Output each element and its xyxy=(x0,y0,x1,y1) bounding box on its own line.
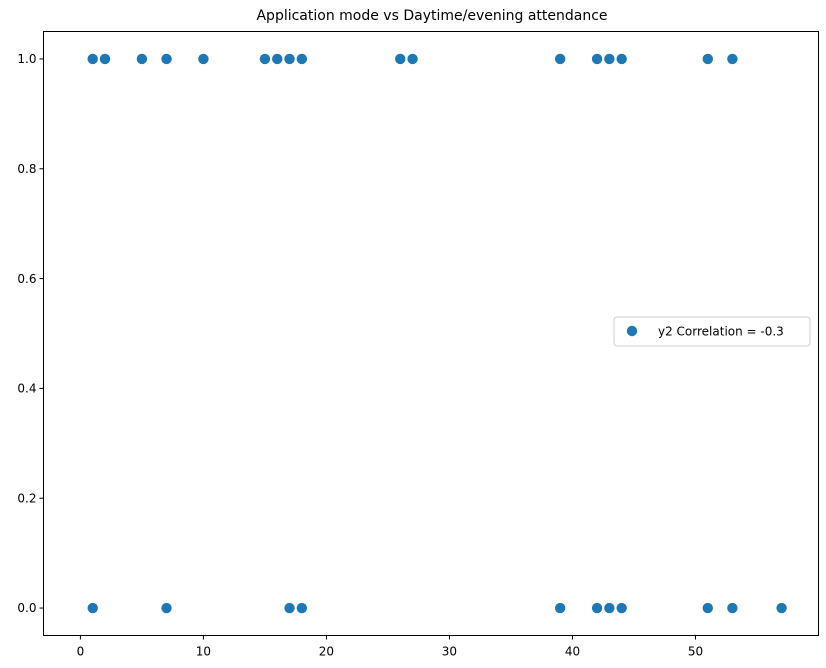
scatter-point xyxy=(136,53,148,65)
scatter-point xyxy=(161,53,172,65)
x-tick-label: 30 xyxy=(442,645,457,659)
scatter-point xyxy=(99,53,111,65)
scatter-point xyxy=(591,53,603,65)
scatter-point xyxy=(284,53,295,65)
scatter-point xyxy=(604,53,615,65)
scatter-point xyxy=(702,53,713,65)
scatter-point xyxy=(591,602,603,614)
scatter-point xyxy=(198,53,209,65)
y-tick-label: 0.2 xyxy=(17,491,36,505)
scatter-point xyxy=(284,602,295,614)
legend-label: y2 Correlation = -0.3 xyxy=(658,325,784,339)
legend-marker xyxy=(626,325,638,337)
legend-box xyxy=(613,316,811,347)
x-tick-label: 20 xyxy=(319,645,334,659)
plot-frame xyxy=(43,31,819,636)
scatter-point xyxy=(161,602,172,614)
x-tick-label: 50 xyxy=(688,645,703,659)
y-axis: 0.0 0.2 0.4 0.6 0.8 1.0 xyxy=(17,52,44,615)
scatter-point xyxy=(272,53,283,65)
scatter-point xyxy=(702,602,713,614)
scatter-point xyxy=(776,602,787,614)
scatter-point xyxy=(727,602,738,614)
chart-title: Application mode vs Daytime/evening atte… xyxy=(256,8,607,24)
legend: y2 Correlation = -0.3 xyxy=(613,316,811,347)
scatter-point xyxy=(395,53,406,65)
scatter-point xyxy=(554,53,566,65)
scatter-point xyxy=(616,602,627,614)
y-tick-label: 0.4 xyxy=(17,382,36,396)
x-tick-label: 40 xyxy=(565,645,580,659)
scatter-point xyxy=(296,53,308,65)
x-tick-label: 10 xyxy=(196,645,211,659)
x-tick-label: 0 xyxy=(77,645,85,659)
scatter-point xyxy=(604,602,615,614)
scatter-points xyxy=(87,53,787,614)
scatter-point xyxy=(296,602,308,614)
scatter-point xyxy=(259,53,271,65)
y-tick-label: 0.8 xyxy=(17,162,36,176)
scatter-point xyxy=(554,602,566,614)
scatter-point xyxy=(616,53,627,65)
x-axis: 0 10 20 30 40 50 xyxy=(77,635,703,659)
scatter-point xyxy=(407,53,418,65)
scatter-point xyxy=(87,602,98,614)
y-tick-label: 1.0 xyxy=(17,52,36,66)
scatter-point xyxy=(727,53,738,65)
y-tick-label: 0.0 xyxy=(17,601,36,615)
scatter-point xyxy=(87,53,98,65)
y-tick-label: 0.6 xyxy=(17,272,36,286)
